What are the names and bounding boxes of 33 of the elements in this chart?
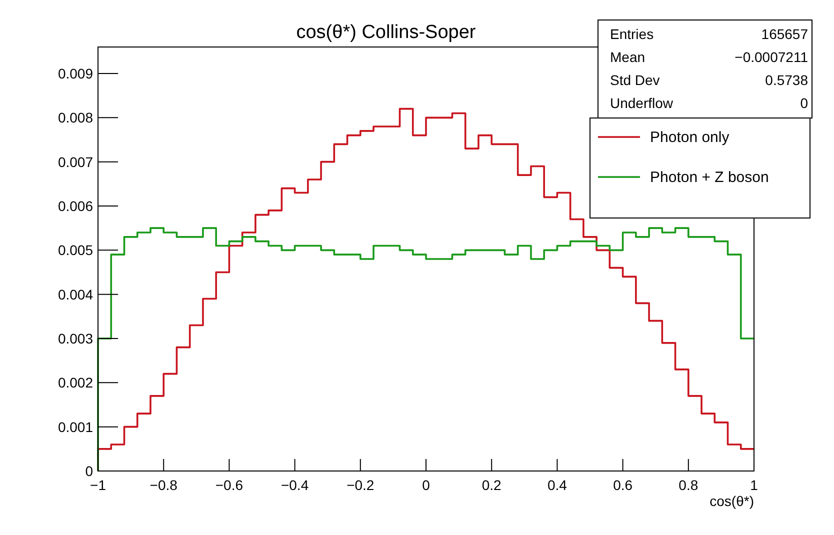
- x-tick-label: 0.8: [678, 477, 698, 493]
- x-tick-label: 0: [422, 477, 430, 493]
- x-axis-title: cos(θ*): [710, 493, 754, 509]
- x-tick-label: −0.4: [280, 477, 309, 493]
- text: 0: [800, 95, 808, 111]
- text: 165657: [761, 26, 808, 42]
- chart-title: cos(θ*) Collins-Soper: [296, 22, 476, 43]
- annotation: −0.0007211: [734, 49, 808, 65]
- y-tick-label: 0.002: [58, 374, 94, 391]
- annotation: Std Dev: [610, 72, 660, 88]
- y-tick-label: 0.006: [58, 198, 94, 214]
- x-tick-label: 0.4: [547, 477, 568, 493]
- x-tick-label: 0.6: [613, 477, 633, 493]
- y-tick-label: 0.009: [58, 66, 94, 82]
- x-tick-label: −0.8: [150, 477, 178, 493]
- y-tick-label: 0.003: [58, 330, 94, 346]
- y-tick-label: 0: [85, 463, 94, 479]
- text: Entries: [610, 26, 654, 42]
- y-tick-label: 0.004: [58, 286, 94, 302]
- legend-label: Photon only: [650, 129, 730, 146]
- y-tick-label: 0.007: [58, 154, 94, 170]
- annotation: Underflow: [610, 95, 674, 111]
- x-tick-label: 1: [750, 477, 758, 493]
- y-tick-label: 0.005: [58, 242, 94, 258]
- annotation: Mean: [610, 49, 646, 65]
- x-tick-label: 0.2: [482, 477, 502, 493]
- x-tick-label: −0.6: [215, 477, 244, 493]
- y-tick-label: 0.008: [58, 110, 94, 126]
- x-tick-label: −0.2: [346, 477, 374, 493]
- y-tick-label: 0.001: [58, 418, 94, 435]
- x-tick-label: −1: [90, 477, 106, 493]
- text: 0.5738: [765, 72, 808, 88]
- legend-label: Photon + Z boson: [650, 169, 769, 186]
